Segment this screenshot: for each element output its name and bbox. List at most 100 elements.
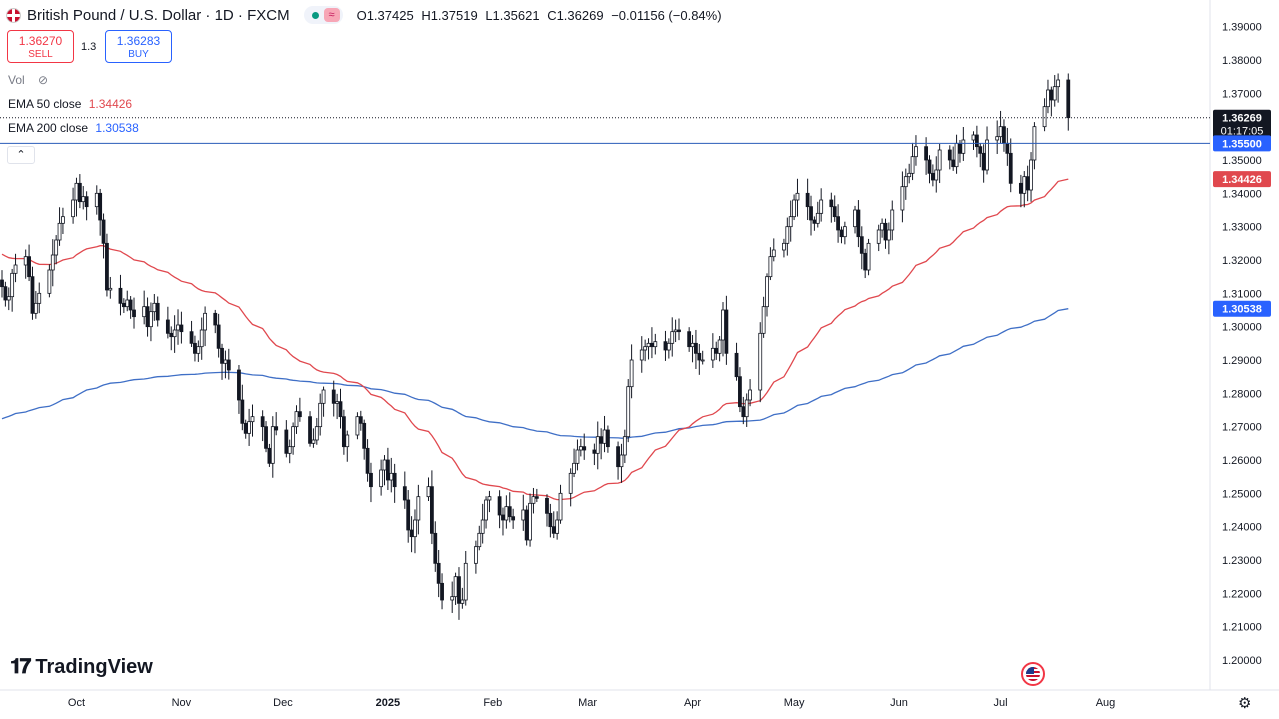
candle-up [646,342,651,348]
ema50-line [1,178,1069,501]
settings-gear-icon[interactable]: ⚙ [1238,695,1252,712]
candle-down [213,312,218,326]
candle-up [880,222,884,231]
candle-up [758,332,763,391]
volume-label: Vol [8,73,25,87]
y-tick-label: 1.37000 [1222,88,1262,100]
ema50-price-label: 1.34426 [1222,174,1262,186]
candle-down [284,429,289,454]
candle-up [460,599,465,604]
candle-up [998,126,1003,138]
ema50-legend[interactable]: EMA 50 close 1.34426 [8,97,132,111]
candle-up [250,416,255,423]
candle-up [815,212,820,224]
candle-down [121,302,126,308]
us-flag-event-icon[interactable] [1021,662,1045,686]
candle-up [639,349,644,361]
x-tick-label: Apr [684,697,701,709]
candle-up [937,149,942,171]
candle-up [477,532,482,548]
candle-up [463,562,468,601]
sell-price: 1.36270 [18,34,63,48]
candle-down [267,447,272,464]
x-tick-label: Dec [273,697,293,709]
candle-down [592,449,597,454]
candle-up [782,242,786,251]
candle-up [1022,176,1027,194]
x-tick-label: Jul [994,697,1008,709]
ema200-label: EMA 200 close [8,121,89,135]
candle-down [582,446,587,451]
candle-down [734,352,739,378]
candle-up [318,402,323,428]
candle-down [548,512,553,528]
candle-up [57,222,62,241]
candle-down [308,416,312,444]
candle-up [10,272,15,298]
y-tick-label: 1.22000 [1222,588,1262,600]
ema200-legend[interactable]: EMA 200 close 1.30538 [8,121,139,135]
candle-up [413,519,417,538]
buy-button[interactable]: 1.36283 BUY [105,30,172,63]
candle-down [924,146,929,161]
candle-down [436,562,441,584]
candle-down [650,342,654,348]
candle-up [690,342,695,348]
candle-down [863,252,868,271]
candle-up [954,142,959,168]
candle-down [132,309,136,318]
candle-down [220,347,224,364]
candle-up [768,256,773,278]
candle-up [33,302,38,314]
candle-up [914,146,918,158]
ema200-value: 1.30538 [95,121,139,135]
candle-up [528,502,532,541]
candle-up [61,216,65,224]
y-tick-label: 1.21000 [1222,622,1262,634]
volume-legend[interactable]: Vol ⊘ [8,73,48,87]
low-value: L1.35621 [485,7,540,23]
buy-price: 1.36283 [116,34,161,48]
eye-hidden-icon[interactable]: ⊘ [38,73,49,87]
candle-down [193,342,197,354]
candle-down [836,216,840,231]
candle-down [402,486,407,501]
candle-down [1002,126,1006,144]
candle-down [433,532,438,564]
last-price-label-bg [1213,109,1271,138]
candle-down [809,206,813,221]
candle-up [886,229,891,241]
candle-up [785,226,790,244]
candle-up [389,472,394,481]
y-tick-label: 1.25000 [1222,488,1262,500]
candle-up [487,496,492,501]
candle-up [94,192,99,208]
x-tick-label: Oct [68,697,85,709]
candle-up [653,341,658,348]
candle-down [616,446,620,468]
candle-down [927,159,932,174]
tradingview-mark-icon: 𝟏𝟕 [10,655,31,678]
candle-up [673,329,678,333]
candle-up [47,269,52,294]
symbol-title[interactable]: British Pound / U.S. Dollar · 1D · FXCM [27,6,290,24]
candle-down [226,359,231,371]
x-tick-label: Feb [483,697,502,709]
x-tick-label: May [784,697,805,709]
candle-up [995,136,1000,141]
gbpusd-flag-icon [6,7,21,23]
sell-button[interactable]: 1.36270 SELL [7,30,74,63]
status-indicators[interactable]: ≈ [303,6,343,24]
candle-down [551,526,556,534]
candle-up [531,496,536,504]
candle-up [670,331,675,344]
candle-up [602,429,607,444]
candle-up [555,519,560,534]
candle-down [84,196,89,208]
collapse-legend-button[interactable]: ⌃ [7,146,35,164]
candle-up [426,486,431,498]
candle-up [473,546,478,564]
candle-up [1046,89,1050,108]
